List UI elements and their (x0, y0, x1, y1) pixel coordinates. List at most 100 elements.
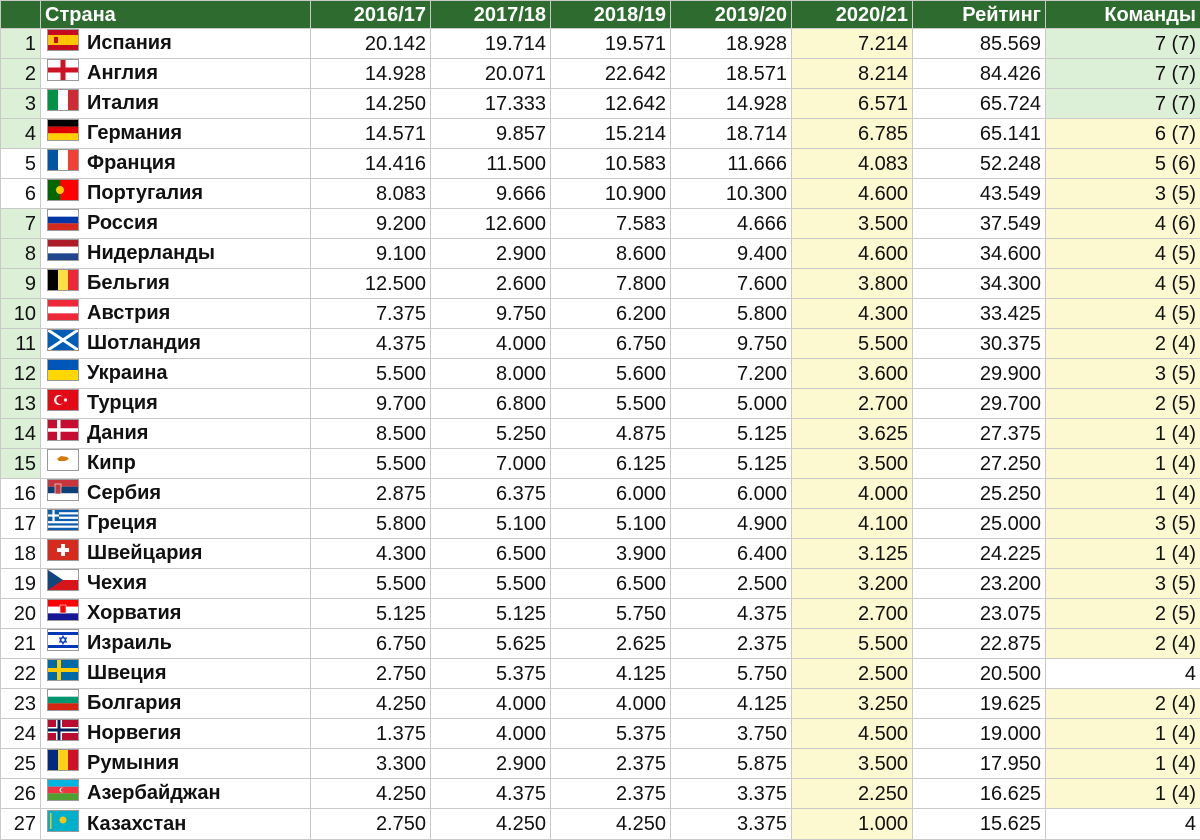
value-2016-17: 6.750 (311, 629, 431, 659)
rank-cell: 18 (1, 539, 41, 569)
flag-gr-icon (47, 509, 79, 538)
rank-cell: 20 (1, 599, 41, 629)
teams-value: 7 (7) (1046, 59, 1200, 89)
flag-cz-icon (47, 569, 79, 598)
value-2020-21: 4.100 (792, 509, 913, 539)
rank-cell: 10 (1, 299, 41, 329)
rating-value: 65.724 (913, 89, 1046, 119)
flag-ru-icon (47, 209, 79, 238)
value-2016-17: 4.250 (311, 779, 431, 809)
value-2019-20: 7.600 (671, 269, 792, 299)
value-2016-17: 14.571 (311, 119, 431, 149)
value-2020-21: 1.000 (792, 809, 913, 840)
value-2017-18: 2.900 (431, 239, 551, 269)
header-row: Страна 2016/17 2017/18 2018/19 2019/20 2… (1, 1, 1200, 29)
header-2019-20: 2019/20 (671, 1, 792, 29)
value-2016-17: 20.142 (311, 29, 431, 59)
value-2018-19: 2.625 (551, 629, 671, 659)
value-2020-21: 5.500 (792, 629, 913, 659)
value-2016-17: 5.500 (311, 569, 431, 599)
rating-value: 20.500 (913, 659, 1046, 689)
teams-value: 3 (5) (1046, 509, 1200, 539)
value-2018-19: 6.500 (551, 569, 671, 599)
value-2019-20: 4.666 (671, 209, 792, 239)
teams-value: 1 (4) (1046, 719, 1200, 749)
country-name: Шотландия (87, 332, 201, 354)
header-2016-17: 2016/17 (311, 1, 431, 29)
country-name: Израиль (87, 632, 172, 654)
value-2016-17: 5.500 (311, 449, 431, 479)
flag-rs-icon (47, 479, 79, 508)
value-2019-20: 3.375 (671, 809, 792, 840)
rating-value: 52.248 (913, 149, 1046, 179)
country-name: Норвегия (87, 722, 181, 744)
teams-value: 1 (4) (1046, 419, 1200, 449)
rank-cell: 3 (1, 89, 41, 119)
value-2019-20: 9.400 (671, 239, 792, 269)
value-2016-17: 14.250 (311, 89, 431, 119)
rank-cell: 24 (1, 719, 41, 749)
rank-cell: 23 (1, 689, 41, 719)
value-2017-18: 11.500 (431, 149, 551, 179)
teams-value: 6 (7) (1046, 119, 1200, 149)
country-cell: Сербия (41, 479, 311, 509)
header-2020-21: 2020/21 (792, 1, 913, 29)
value-2018-19: 19.571 (551, 29, 671, 59)
value-2018-19: 6.000 (551, 479, 671, 509)
value-2016-17: 14.928 (311, 59, 431, 89)
country-cell: Азербайджан (41, 779, 311, 809)
flag-at-icon (47, 299, 79, 328)
country-name: Кипр (87, 452, 136, 474)
value-2020-21: 4.600 (792, 239, 913, 269)
rank-cell: 12 (1, 359, 41, 389)
rating-value: 84.426 (913, 59, 1046, 89)
value-2020-21: 3.800 (792, 269, 913, 299)
rank-cell: 6 (1, 179, 41, 209)
value-2019-20: 3.750 (671, 719, 792, 749)
value-2016-17: 4.250 (311, 689, 431, 719)
flag-pt-icon (47, 179, 79, 208)
rating-value: 34.300 (913, 269, 1046, 299)
teams-value: 3 (5) (1046, 179, 1200, 209)
flag-fr-icon (47, 149, 79, 178)
teams-value: 1 (4) (1046, 449, 1200, 479)
country-name: Хорватия (87, 602, 181, 624)
teams-value: 3 (5) (1046, 359, 1200, 389)
value-2017-18: 5.100 (431, 509, 551, 539)
value-2019-20: 14.928 (671, 89, 792, 119)
value-2018-19: 7.800 (551, 269, 671, 299)
country-cell: Италия (41, 89, 311, 119)
country-name: Дания (87, 422, 148, 444)
value-2017-18: 9.666 (431, 179, 551, 209)
teams-value: 4 (6) (1046, 209, 1200, 239)
value-2016-17: 9.100 (311, 239, 431, 269)
value-2017-18: 5.500 (431, 569, 551, 599)
value-2018-19: 4.000 (551, 689, 671, 719)
value-2020-21: 3.200 (792, 569, 913, 599)
country-name: Италия (87, 92, 159, 114)
rating-value: 25.000 (913, 509, 1046, 539)
teams-value: 4 (5) (1046, 239, 1200, 269)
value-2019-20: 2.500 (671, 569, 792, 599)
rating-value: 27.250 (913, 449, 1046, 479)
value-2017-18: 2.600 (431, 269, 551, 299)
value-2020-21: 2.700 (792, 389, 913, 419)
rating-value: 19.625 (913, 689, 1046, 719)
country-name: Швеция (87, 662, 167, 684)
country-name: Чехия (87, 572, 147, 594)
value-2020-21: 7.214 (792, 29, 913, 59)
rank-cell: 14 (1, 419, 41, 449)
value-2017-18: 9.857 (431, 119, 551, 149)
value-2020-21: 6.571 (792, 89, 913, 119)
country-cell: Шотландия (41, 329, 311, 359)
